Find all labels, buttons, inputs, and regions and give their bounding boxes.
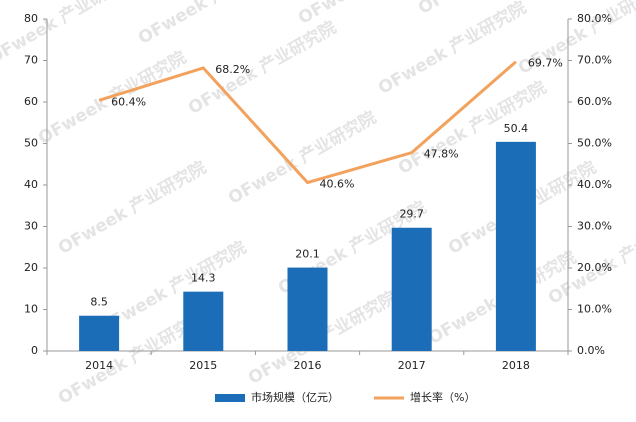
- line-value-label: 60.4%: [111, 95, 146, 108]
- y-tick-label: 60: [24, 95, 38, 108]
- y-tick-label: 80: [24, 12, 38, 25]
- bar-value-label: 50.4: [504, 122, 529, 135]
- watermark: OFweek 产业研究院: [375, 0, 530, 99]
- line-value-label: 47.8%: [424, 148, 459, 161]
- y2-tick-label: 30.0%: [577, 220, 612, 233]
- x-tick-label: 2018: [502, 359, 530, 372]
- y-tick-label: 30: [24, 220, 38, 233]
- y2-tick-label: 70.0%: [577, 54, 612, 67]
- bar-value-label: 8.5: [90, 296, 108, 309]
- legend-swatch: [215, 394, 245, 402]
- y2-tick-label: 20.0%: [577, 261, 612, 274]
- y-tick-label: 0: [31, 344, 38, 357]
- bar: [495, 141, 536, 351]
- bar: [183, 291, 224, 351]
- bar: [287, 267, 328, 351]
- line-value-label: 69.7%: [528, 57, 563, 70]
- watermark: OFweek 产业研究院: [185, 17, 340, 119]
- y-tick-label: 50: [24, 137, 38, 150]
- line-value-label: 40.6%: [320, 178, 355, 191]
- line: [98, 60, 517, 185]
- y2-tick-label: 80.0%: [577, 12, 612, 25]
- y-tick-label: 10: [24, 303, 38, 316]
- watermark: OFweek 产业研究院: [0, 0, 140, 69]
- y2-tick-label: 10.0%: [577, 303, 612, 316]
- y2-tick-label: 40.0%: [577, 178, 612, 191]
- bar: [79, 315, 120, 351]
- legend-label: 市场规模（亿元）: [251, 390, 339, 404]
- y2-tick-label: 60.0%: [577, 95, 612, 108]
- y-tick-label: 40: [24, 178, 38, 191]
- y2-tick-label: 0.0%: [577, 344, 605, 357]
- x-tick-label: 2017: [398, 359, 426, 372]
- bar: [391, 227, 432, 351]
- x-tick-label: 2016: [294, 359, 322, 372]
- x-tick-label: 2015: [189, 359, 217, 372]
- watermark: OFweek 产业研究院: [55, 157, 210, 259]
- bar-value-label: 14.3: [191, 272, 216, 285]
- legend-label: 增长率（%）: [410, 390, 475, 404]
- y2-tick-label: 50.0%: [577, 137, 612, 150]
- x-tick-label: 2014: [85, 359, 113, 372]
- watermark: OFweek 产业研究院: [135, 0, 290, 49]
- y-tick-label: 70: [24, 54, 38, 67]
- y-tick-label: 20: [24, 261, 38, 274]
- watermark: OFweek 产业研究院: [225, 107, 380, 209]
- bar-value-label: 20.1: [295, 248, 320, 261]
- bar-value-label: 29.7: [399, 208, 424, 221]
- line-value-label: 68.2%: [215, 63, 250, 76]
